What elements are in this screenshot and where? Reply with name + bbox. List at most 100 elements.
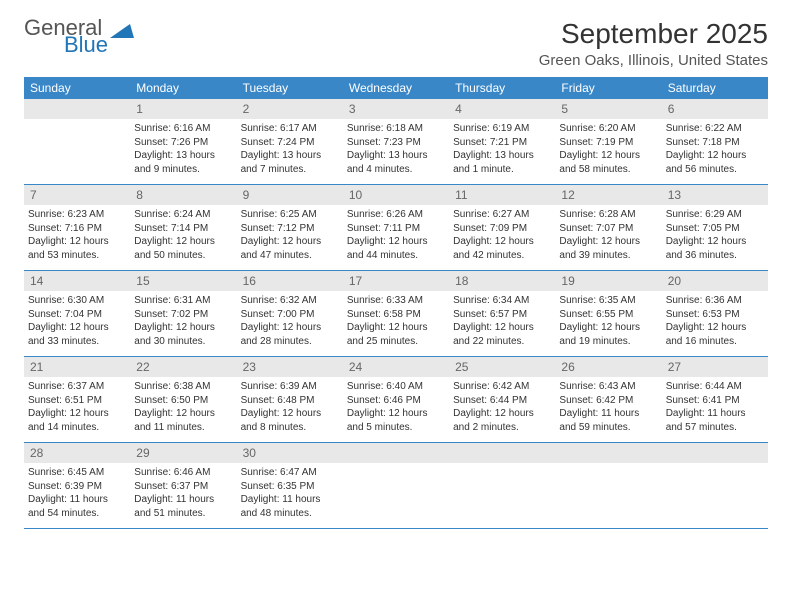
logo-triangle-icon (110, 24, 134, 40)
day-info: Sunrise: 6:26 AMSunset: 7:11 PMDaylight:… (343, 205, 449, 270)
day-info: Sunrise: 6:40 AMSunset: 6:46 PMDaylight:… (343, 377, 449, 442)
calendar-week-row: 1Sunrise: 6:16 AMSunset: 7:26 PMDaylight… (24, 99, 768, 185)
day-number: 9 (237, 185, 343, 205)
header: General Blue September 2025 Green Oaks, … (24, 18, 768, 69)
day-info (24, 119, 130, 177)
day-number (555, 443, 661, 463)
day-info: Sunrise: 6:38 AMSunset: 6:50 PMDaylight:… (130, 377, 236, 442)
day-info: Sunrise: 6:20 AMSunset: 7:19 PMDaylight:… (555, 119, 661, 184)
day-info: Sunrise: 6:31 AMSunset: 7:02 PMDaylight:… (130, 291, 236, 356)
day-info: Sunrise: 6:39 AMSunset: 6:48 PMDaylight:… (237, 377, 343, 442)
day-number: 17 (343, 271, 449, 291)
day-number: 14 (24, 271, 130, 291)
day-info: Sunrise: 6:46 AMSunset: 6:37 PMDaylight:… (130, 463, 236, 528)
calendar-cell: 12Sunrise: 6:28 AMSunset: 7:07 PMDayligh… (555, 185, 661, 271)
day-info: Sunrise: 6:43 AMSunset: 6:42 PMDaylight:… (555, 377, 661, 442)
day-number: 24 (343, 357, 449, 377)
day-header: Saturday (662, 77, 768, 99)
day-info: Sunrise: 6:16 AMSunset: 7:26 PMDaylight:… (130, 119, 236, 184)
day-info (662, 463, 768, 521)
calendar-cell: 4Sunrise: 6:19 AMSunset: 7:21 PMDaylight… (449, 99, 555, 185)
day-info: Sunrise: 6:37 AMSunset: 6:51 PMDaylight:… (24, 377, 130, 442)
logo-text: General Blue (24, 18, 108, 56)
calendar-cell: 23Sunrise: 6:39 AMSunset: 6:48 PMDayligh… (237, 357, 343, 443)
day-number: 21 (24, 357, 130, 377)
calendar-cell: 7Sunrise: 6:23 AMSunset: 7:16 PMDaylight… (24, 185, 130, 271)
day-number: 19 (555, 271, 661, 291)
day-number: 10 (343, 185, 449, 205)
day-number: 26 (555, 357, 661, 377)
calendar-cell: 20Sunrise: 6:36 AMSunset: 6:53 PMDayligh… (662, 271, 768, 357)
day-header: Thursday (449, 77, 555, 99)
day-info: Sunrise: 6:47 AMSunset: 6:35 PMDaylight:… (237, 463, 343, 528)
day-number: 29 (130, 443, 236, 463)
calendar-cell (662, 443, 768, 529)
day-number: 18 (449, 271, 555, 291)
calendar-week-row: 28Sunrise: 6:45 AMSunset: 6:39 PMDayligh… (24, 443, 768, 529)
calendar-cell: 3Sunrise: 6:18 AMSunset: 7:23 PMDaylight… (343, 99, 449, 185)
title-block: September 2025 Green Oaks, Illinois, Uni… (539, 18, 768, 69)
calendar-cell (555, 443, 661, 529)
calendar-cell: 18Sunrise: 6:34 AMSunset: 6:57 PMDayligh… (449, 271, 555, 357)
day-info: Sunrise: 6:36 AMSunset: 6:53 PMDaylight:… (662, 291, 768, 356)
day-number: 2 (237, 99, 343, 119)
day-number: 5 (555, 99, 661, 119)
day-number: 13 (662, 185, 768, 205)
day-info (449, 463, 555, 521)
calendar-cell: 5Sunrise: 6:20 AMSunset: 7:19 PMDaylight… (555, 99, 661, 185)
day-number: 12 (555, 185, 661, 205)
day-number: 11 (449, 185, 555, 205)
day-number (662, 443, 768, 463)
day-header: Wednesday (343, 77, 449, 99)
day-number (24, 99, 130, 119)
day-info: Sunrise: 6:42 AMSunset: 6:44 PMDaylight:… (449, 377, 555, 442)
day-header: Friday (555, 77, 661, 99)
calendar-cell: 28Sunrise: 6:45 AMSunset: 6:39 PMDayligh… (24, 443, 130, 529)
calendar-cell: 2Sunrise: 6:17 AMSunset: 7:24 PMDaylight… (237, 99, 343, 185)
calendar-cell (449, 443, 555, 529)
logo-word-2: Blue (64, 35, 108, 56)
calendar-cell (24, 99, 130, 185)
calendar-cell: 19Sunrise: 6:35 AMSunset: 6:55 PMDayligh… (555, 271, 661, 357)
calendar-cell: 16Sunrise: 6:32 AMSunset: 7:00 PMDayligh… (237, 271, 343, 357)
day-header: Sunday (24, 77, 130, 99)
calendar-cell (343, 443, 449, 529)
day-number: 3 (343, 99, 449, 119)
month-title: September 2025 (539, 18, 768, 50)
calendar-cell: 15Sunrise: 6:31 AMSunset: 7:02 PMDayligh… (130, 271, 236, 357)
day-number: 1 (130, 99, 236, 119)
day-number: 7 (24, 185, 130, 205)
day-header: Monday (130, 77, 236, 99)
day-number: 25 (449, 357, 555, 377)
day-info: Sunrise: 6:17 AMSunset: 7:24 PMDaylight:… (237, 119, 343, 184)
day-info (555, 463, 661, 521)
day-number: 4 (449, 99, 555, 119)
day-info: Sunrise: 6:22 AMSunset: 7:18 PMDaylight:… (662, 119, 768, 184)
day-number: 8 (130, 185, 236, 205)
calendar-cell: 24Sunrise: 6:40 AMSunset: 6:46 PMDayligh… (343, 357, 449, 443)
day-info: Sunrise: 6:19 AMSunset: 7:21 PMDaylight:… (449, 119, 555, 184)
calendar-cell: 10Sunrise: 6:26 AMSunset: 7:11 PMDayligh… (343, 185, 449, 271)
day-number: 20 (662, 271, 768, 291)
day-info: Sunrise: 6:27 AMSunset: 7:09 PMDaylight:… (449, 205, 555, 270)
day-number: 22 (130, 357, 236, 377)
calendar-cell: 21Sunrise: 6:37 AMSunset: 6:51 PMDayligh… (24, 357, 130, 443)
calendar-week-row: 21Sunrise: 6:37 AMSunset: 6:51 PMDayligh… (24, 357, 768, 443)
day-info: Sunrise: 6:28 AMSunset: 7:07 PMDaylight:… (555, 205, 661, 270)
calendar-cell: 8Sunrise: 6:24 AMSunset: 7:14 PMDaylight… (130, 185, 236, 271)
day-number: 15 (130, 271, 236, 291)
day-header: Tuesday (237, 77, 343, 99)
location-subtitle: Green Oaks, Illinois, United States (539, 52, 768, 69)
day-info: Sunrise: 6:32 AMSunset: 7:00 PMDaylight:… (237, 291, 343, 356)
calendar-cell: 25Sunrise: 6:42 AMSunset: 6:44 PMDayligh… (449, 357, 555, 443)
day-info: Sunrise: 6:34 AMSunset: 6:57 PMDaylight:… (449, 291, 555, 356)
day-number: 6 (662, 99, 768, 119)
calendar-cell: 22Sunrise: 6:38 AMSunset: 6:50 PMDayligh… (130, 357, 236, 443)
day-info: Sunrise: 6:33 AMSunset: 6:58 PMDaylight:… (343, 291, 449, 356)
calendar-cell: 30Sunrise: 6:47 AMSunset: 6:35 PMDayligh… (237, 443, 343, 529)
calendar-cell: 9Sunrise: 6:25 AMSunset: 7:12 PMDaylight… (237, 185, 343, 271)
calendar-cell: 27Sunrise: 6:44 AMSunset: 6:41 PMDayligh… (662, 357, 768, 443)
day-info: Sunrise: 6:25 AMSunset: 7:12 PMDaylight:… (237, 205, 343, 270)
day-info: Sunrise: 6:44 AMSunset: 6:41 PMDaylight:… (662, 377, 768, 442)
logo: General Blue (24, 18, 134, 56)
